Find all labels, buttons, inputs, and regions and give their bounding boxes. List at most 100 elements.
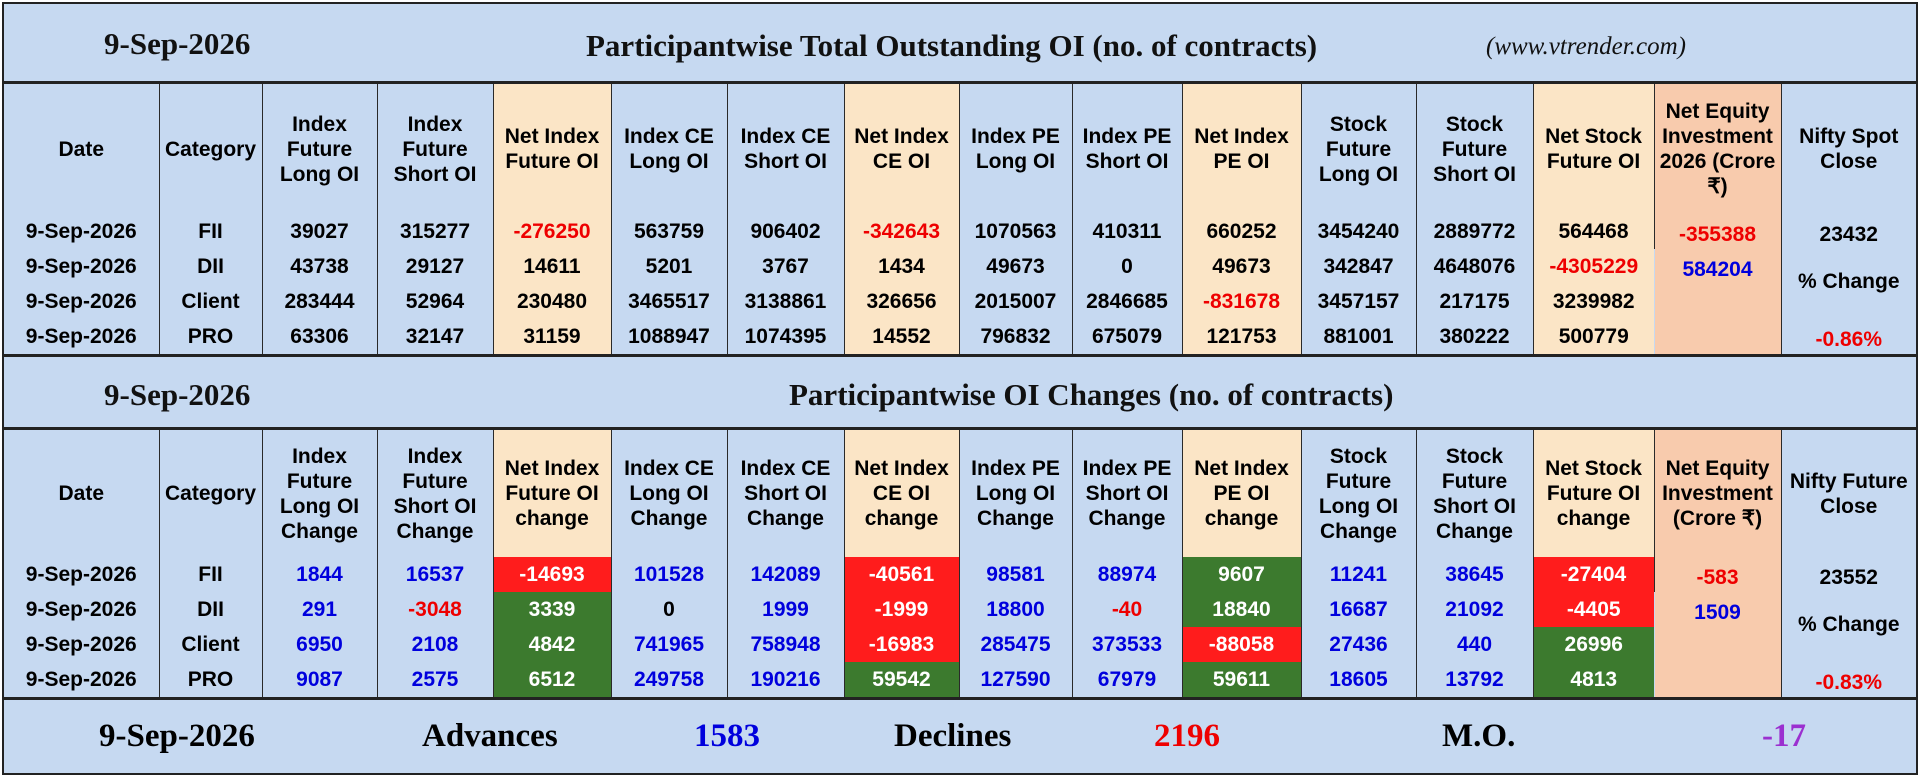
column-header: Index CE Short OI Change	[727, 430, 845, 557]
advances-label: Advances	[422, 718, 558, 754]
data-cell: 98581	[959, 557, 1073, 592]
equity-cell: -583 1509	[1654, 557, 1782, 697]
data-cell: 315277	[377, 214, 494, 249]
data-cell: 27436	[1301, 627, 1417, 662]
section1-site: (www.vtrender.com)	[1486, 33, 1686, 60]
data-cell: 26996	[1533, 627, 1654, 662]
data-cell: 563759	[611, 214, 728, 249]
data-cell: 1999	[727, 592, 845, 627]
data-cell: -831678	[1182, 284, 1302, 319]
data-cell: 410311	[1072, 214, 1183, 249]
data-cell: 190216	[727, 662, 845, 697]
data-cell: 16537	[377, 557, 494, 592]
column-header: Index Future Long OI	[262, 84, 378, 214]
column-header: Stock Future Short OI Change	[1416, 430, 1534, 557]
column-header: Index CE Short OI	[727, 84, 845, 214]
row-category: DII	[159, 592, 263, 627]
column-header: Index PE Long OI	[959, 84, 1073, 214]
column-header: Category	[159, 84, 263, 214]
nifty-close-value: 23432	[1819, 223, 1878, 246]
data-cell: 1088947	[611, 319, 728, 354]
declines-label: Declines	[894, 718, 1012, 754]
row-date: 9-Sep-2026	[4, 557, 160, 592]
column-header: Net Index CE OI	[844, 84, 960, 214]
data-cell: 1844	[262, 557, 378, 592]
table-row: 9-Sep-2026 FII 39027 315277 -276250 563759 906…	[4, 214, 1916, 354]
data-cell: 3457157	[1301, 284, 1417, 319]
section1-title-band: 9-Sep-2026 Participantwise Total Outstan…	[4, 4, 1916, 84]
data-cell: 14552	[844, 319, 960, 354]
data-cell: 881001	[1301, 319, 1417, 354]
equity-value: -583	[1696, 566, 1739, 589]
nifty-values: 23432 % Change -0.86%	[1782, 214, 1917, 354]
column-header: Net Index Future OI	[493, 84, 612, 214]
data-cell: 9607	[1182, 557, 1302, 592]
declines-value: 2196	[1154, 718, 1220, 754]
data-cell: 0	[611, 592, 728, 627]
data-cell: 0	[1072, 249, 1183, 284]
data-cell: -4405	[1533, 592, 1654, 627]
column-header: Net Index Future OI change	[493, 430, 612, 557]
data-cell: -40561	[844, 557, 960, 592]
data-cell: -276250	[493, 214, 612, 249]
column-header: Index CE Long OI	[611, 84, 728, 214]
equity-cell: -355388 584204	[1654, 214, 1782, 354]
data-cell: 217175	[1416, 284, 1534, 319]
data-cell: 230480	[493, 284, 612, 319]
data-cell: 4842	[493, 627, 612, 662]
column-header: Date	[4, 84, 160, 214]
table-row: 9-Sep-2026 Client 6950 2108 4842 741965 758948…	[4, 627, 1916, 662]
nifty-change-label: % Change	[1797, 613, 1900, 636]
column-header: Net Index CE OI change	[844, 430, 960, 557]
row-date: 9-Sep-2026	[4, 214, 160, 249]
data-cell: 5201	[611, 249, 728, 284]
column-header: Index CE Long OI Change	[611, 430, 728, 557]
data-cell: 3339	[493, 592, 612, 627]
column-header: Index Future Long OI Change	[262, 430, 378, 557]
equity-values: -355388 584204	[1655, 214, 1781, 354]
column-header: Stock Future Short OI	[1416, 84, 1534, 214]
column-header: Net Stock Future OI change	[1533, 430, 1655, 557]
data-cell: 39027	[262, 214, 378, 249]
data-cell: 500779	[1533, 319, 1654, 354]
data-cell: 16687	[1301, 592, 1417, 627]
row-date: 9-Sep-2026	[4, 627, 160, 662]
data-cell: 3465517	[611, 284, 728, 319]
data-cell: 373533	[1072, 627, 1183, 662]
column-header: Net Index PE OI	[1182, 84, 1302, 214]
column-header: Stock Future Long OI Change	[1301, 430, 1417, 557]
data-cell: 2108	[377, 627, 494, 662]
column-header: Index Future Short OI Change	[377, 430, 494, 557]
data-cell: 1070563	[959, 214, 1073, 249]
row-date: 9-Sep-2026	[4, 319, 160, 354]
data-cell: 14611	[493, 249, 612, 284]
section2-date: 9-Sep-2026	[104, 377, 251, 412]
data-cell: 249758	[611, 662, 728, 697]
data-cell: -4305229	[1533, 249, 1654, 284]
data-cell: 283444	[262, 284, 378, 319]
table-row: 9-Sep-2026 DII 43738 29127 14611 5201 3767 1434…	[4, 249, 1916, 284]
data-cell: 1434	[844, 249, 960, 284]
row-category: Client	[159, 627, 263, 662]
column-header: Index PE Short OI Change	[1072, 430, 1183, 557]
data-cell: -342643	[844, 214, 960, 249]
mo-value: -17	[1762, 718, 1806, 754]
data-cell: 4648076	[1416, 249, 1534, 284]
header-row: Date Category Index Future Long OI Index Fu…	[4, 84, 1916, 214]
row-date: 9-Sep-2026	[4, 662, 160, 697]
column-header: Date	[4, 430, 160, 557]
data-cell: 3239982	[1533, 284, 1654, 319]
advances-value: 1583	[694, 718, 760, 754]
row-category: PRO	[159, 319, 263, 354]
data-cell: -40	[1072, 592, 1183, 627]
data-cell: 32147	[377, 319, 494, 354]
column-header: Net Stock Future OI	[1533, 84, 1655, 214]
row-date: 9-Sep-2026	[4, 249, 160, 284]
outstanding-oi-table: Date Category Index Future Long OI Index Fu…	[4, 84, 1916, 354]
data-cell: 3454240	[1301, 214, 1417, 249]
section1-title: Participantwise Total Outstanding OI (no…	[586, 28, 1318, 63]
footer-date: 9-Sep-2026	[99, 718, 255, 754]
data-cell: 285475	[959, 627, 1073, 662]
section2-title-band: 9-Sep-2026 Participantwise OI Changes (n…	[4, 354, 1916, 430]
data-cell: 4813	[1533, 662, 1654, 697]
